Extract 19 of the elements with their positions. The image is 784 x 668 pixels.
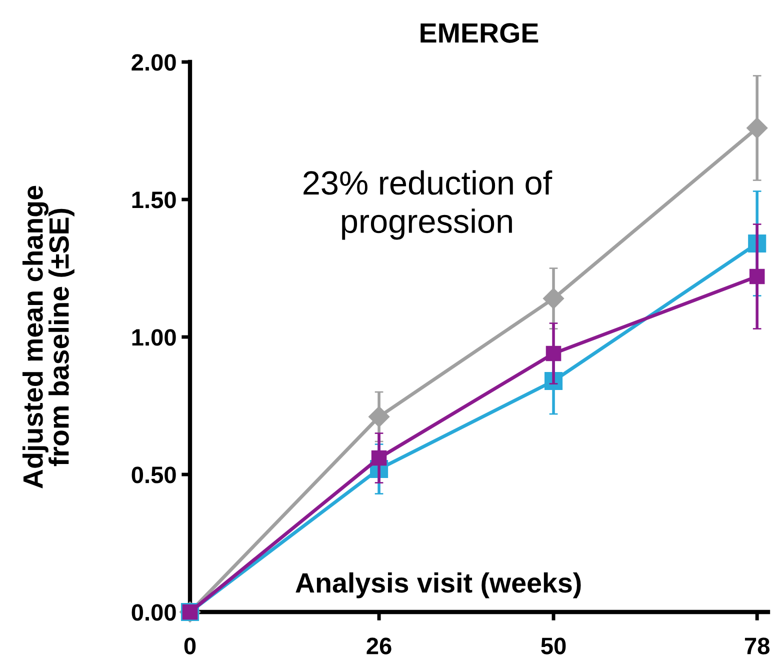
point — [746, 117, 768, 139]
x-tick-label: 26 — [366, 638, 392, 654]
y-tick-label: 1.00 — [132, 329, 176, 346]
y-tick-label: 1.50 — [132, 192, 176, 208]
y-axis-title: Adjusted mean change from baseline (±SE) — [22, 186, 74, 488]
x-tick-label: 78 — [744, 638, 770, 654]
x-axis-title: Analysis visit (weeks) — [296, 572, 581, 598]
y-tick-label: 0.50 — [132, 466, 176, 484]
point — [371, 450, 387, 466]
x-tick-label: 0 — [184, 638, 196, 654]
point — [749, 268, 765, 284]
y-tick-label: 0.00 — [132, 604, 176, 621]
point — [543, 288, 564, 310]
y-tick-label: 2.00 — [132, 54, 176, 71]
annotation: 23% reduction of progression — [304, 170, 552, 240]
point — [368, 406, 390, 428]
x-tick-label: 50 — [541, 638, 566, 654]
point — [546, 346, 562, 362]
chart-title: EMERGE — [420, 23, 538, 43]
